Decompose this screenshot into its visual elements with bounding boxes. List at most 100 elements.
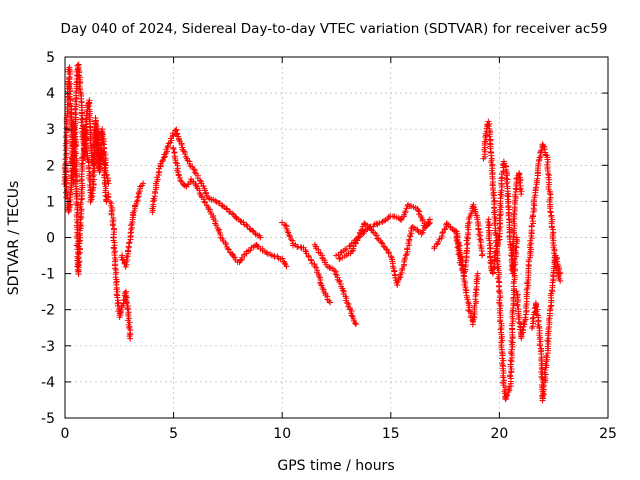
data-point bbox=[525, 257, 532, 264]
data-point bbox=[510, 249, 517, 256]
data-point bbox=[383, 246, 390, 253]
data-point bbox=[374, 235, 381, 242]
data-point bbox=[101, 179, 108, 186]
x-tick-label: 25 bbox=[599, 426, 617, 442]
data-point bbox=[510, 233, 517, 240]
data-point bbox=[77, 86, 84, 93]
data-point bbox=[133, 198, 140, 205]
data-point bbox=[507, 372, 514, 379]
data-point bbox=[104, 194, 111, 201]
data-point bbox=[547, 303, 554, 310]
data-point bbox=[348, 248, 355, 255]
data-point bbox=[514, 294, 521, 301]
data-point bbox=[174, 130, 181, 137]
data-point bbox=[474, 216, 481, 223]
data-point bbox=[557, 277, 564, 284]
y-tick-label: 1 bbox=[46, 194, 55, 210]
data-point bbox=[92, 118, 99, 125]
data-point bbox=[282, 222, 289, 229]
data-point bbox=[316, 279, 323, 286]
data-point bbox=[499, 161, 506, 168]
data-point bbox=[79, 160, 86, 167]
data-point bbox=[75, 243, 82, 250]
data-point bbox=[123, 299, 130, 306]
data-point bbox=[494, 275, 501, 282]
data-point bbox=[252, 230, 259, 237]
data-point bbox=[286, 232, 293, 239]
data-point bbox=[237, 218, 244, 225]
data-point bbox=[88, 194, 95, 201]
data-point bbox=[113, 278, 120, 285]
chart-title: Day 040 of 2024, Sidereal Day-to-day VTE… bbox=[60, 21, 607, 37]
data-point bbox=[85, 103, 92, 110]
data-point bbox=[485, 123, 492, 130]
data-point bbox=[391, 268, 398, 275]
data-point bbox=[545, 335, 552, 342]
data-point bbox=[332, 271, 339, 278]
data-point bbox=[79, 112, 86, 119]
data-point bbox=[549, 272, 556, 279]
data-point bbox=[426, 216, 433, 223]
data-point bbox=[171, 149, 178, 156]
series-arc-4 bbox=[118, 180, 147, 270]
data-point bbox=[213, 222, 220, 229]
data-point bbox=[124, 294, 131, 301]
y-tick-label: -4 bbox=[41, 375, 55, 391]
data-point bbox=[86, 124, 93, 131]
series-arc-12 bbox=[452, 227, 481, 328]
data-point bbox=[76, 258, 83, 265]
data-point bbox=[73, 200, 80, 207]
series-arc-11 bbox=[431, 201, 486, 276]
data-point bbox=[487, 259, 494, 266]
data-point bbox=[86, 99, 93, 106]
x-tick-label: 10 bbox=[273, 426, 291, 442]
data-point bbox=[476, 236, 483, 243]
data-point bbox=[497, 294, 504, 301]
data-point bbox=[286, 233, 293, 240]
data-point bbox=[127, 335, 134, 342]
data-point bbox=[471, 302, 478, 309]
data-point bbox=[459, 267, 466, 274]
data-point bbox=[214, 225, 221, 232]
data-point bbox=[379, 240, 386, 247]
data-point bbox=[78, 196, 85, 203]
data-point bbox=[160, 154, 167, 161]
data-point bbox=[193, 182, 200, 189]
data-point bbox=[180, 148, 187, 155]
data-point bbox=[271, 252, 278, 259]
x-tick-label: 0 bbox=[61, 426, 70, 442]
data-point bbox=[263, 249, 270, 256]
data-point bbox=[500, 357, 507, 364]
data-point bbox=[95, 145, 102, 152]
y-tick-label: -3 bbox=[41, 339, 55, 355]
data-point bbox=[452, 227, 459, 234]
data-point bbox=[547, 209, 554, 216]
data-point bbox=[540, 143, 547, 150]
data-point bbox=[516, 319, 523, 326]
data-point bbox=[67, 97, 74, 104]
data-point bbox=[78, 206, 85, 213]
data-point bbox=[465, 299, 472, 306]
data-point bbox=[538, 366, 545, 373]
data-point bbox=[78, 223, 85, 230]
data-point bbox=[441, 226, 448, 233]
data-point bbox=[219, 203, 226, 210]
data-point bbox=[174, 168, 181, 175]
data-point bbox=[530, 197, 537, 204]
y-tick-label: 0 bbox=[46, 231, 55, 247]
data-point bbox=[243, 221, 250, 228]
y-tick-label: 5 bbox=[46, 50, 55, 66]
data-point bbox=[502, 396, 509, 403]
data-point bbox=[128, 222, 135, 229]
data-point bbox=[100, 140, 107, 147]
data-point bbox=[68, 168, 75, 175]
data-point bbox=[376, 219, 383, 226]
data-point bbox=[497, 326, 504, 333]
data-point bbox=[490, 194, 497, 201]
data-point bbox=[415, 207, 422, 214]
axis-ticks: 0 5 10 15 20 25 -5 -4 -3 -2 -1 0 1 2 3 4 5 bbox=[41, 50, 617, 442]
data-point bbox=[509, 320, 516, 327]
data-point bbox=[68, 154, 75, 161]
data-point bbox=[249, 227, 256, 234]
data-point bbox=[529, 212, 536, 219]
